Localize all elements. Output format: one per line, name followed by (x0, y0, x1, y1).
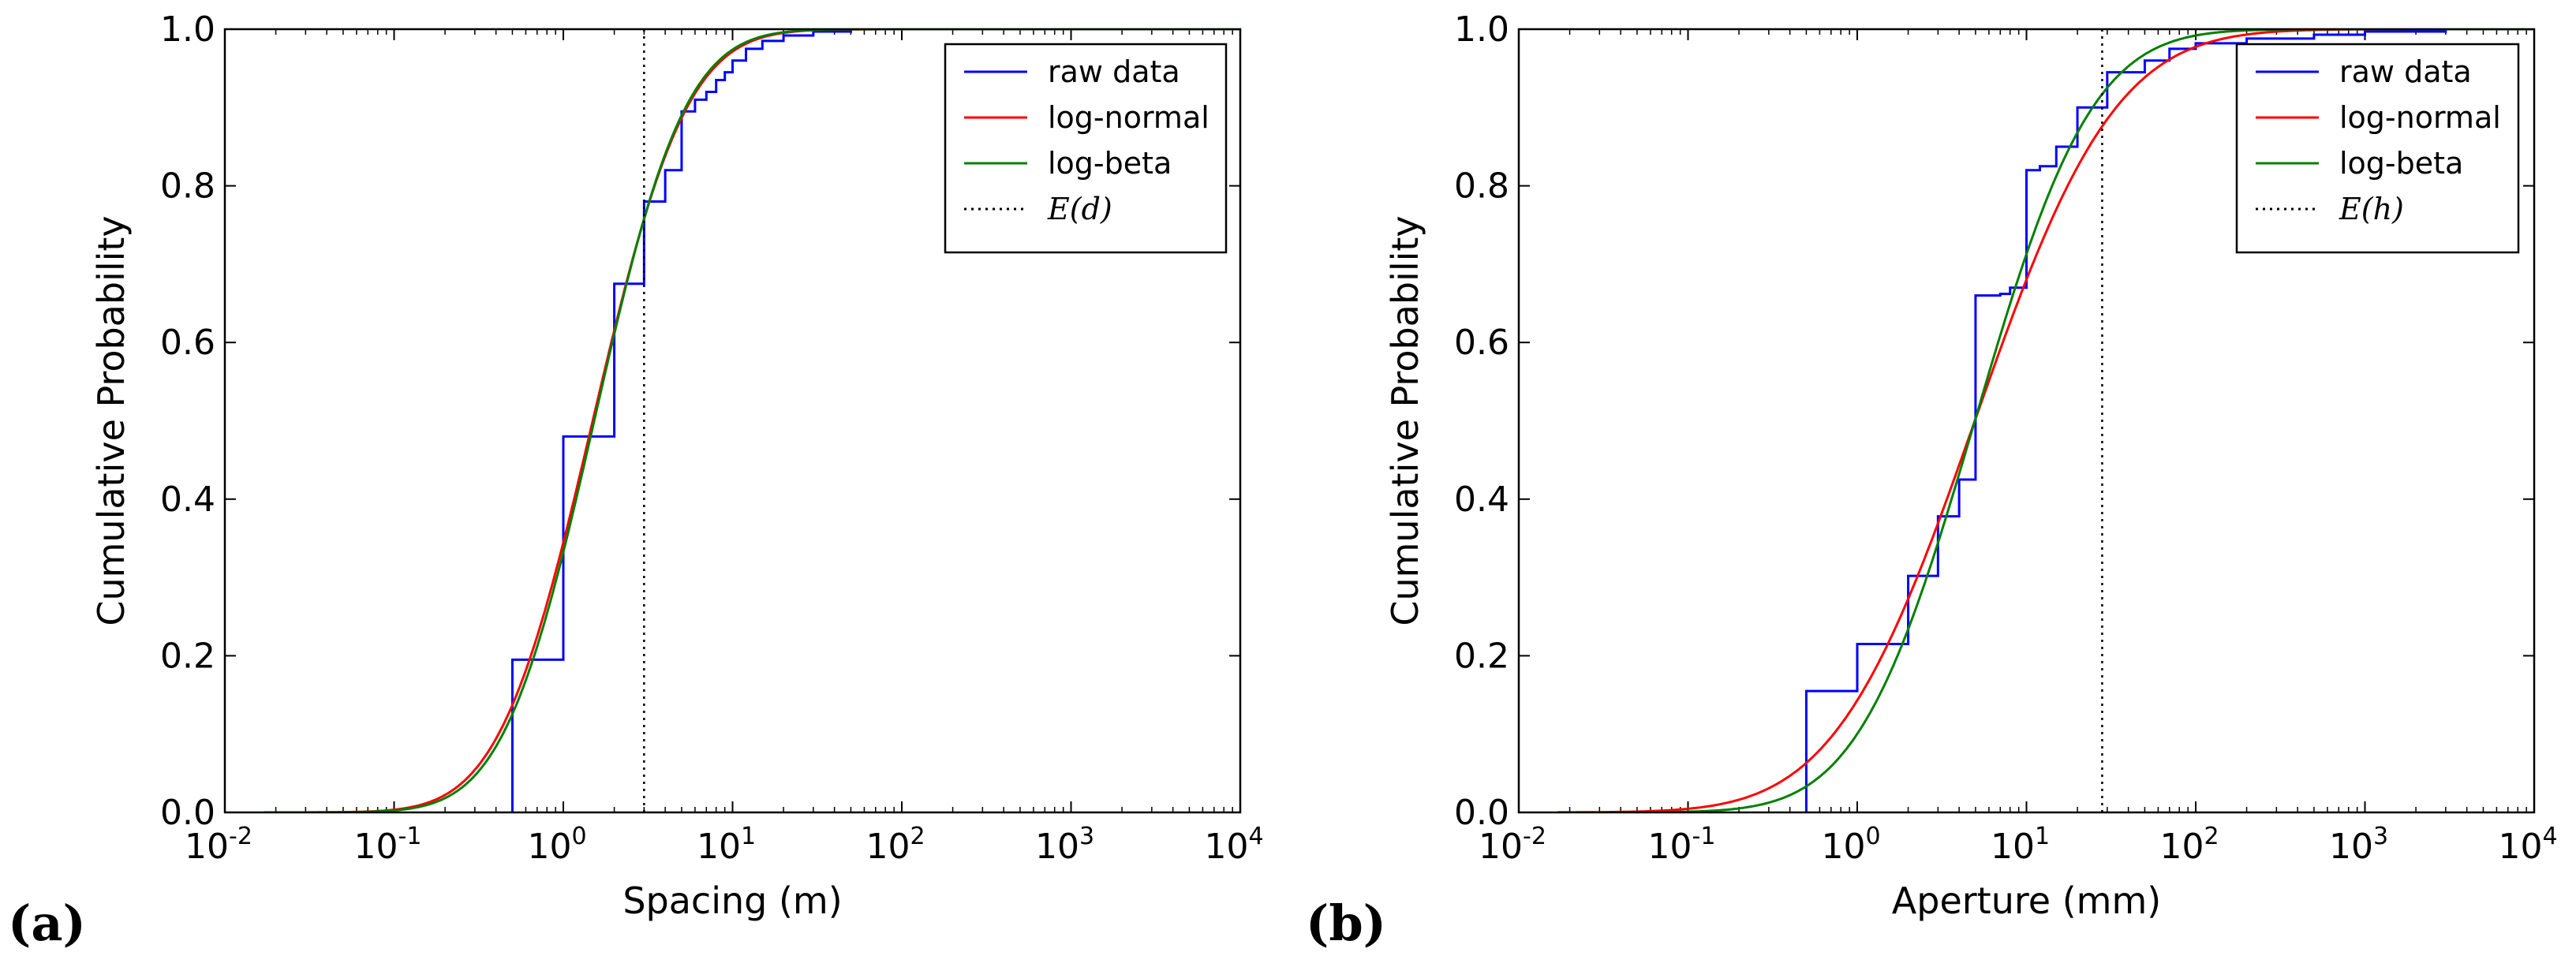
legend: raw data log-normal log-beta E(h) (2235, 43, 2520, 254)
series-log-beta (1557, 29, 2534, 812)
x-tick-label: 104 (2498, 823, 2557, 867)
legend-label: log-normal (2339, 100, 2501, 135)
plot-area (264, 29, 1240, 812)
panel-label: (b) (1306, 894, 1386, 952)
y-axis-label: Cumulative Probability (90, 215, 133, 625)
legend-box (2235, 43, 2520, 254)
chart-panel-b: 10-2 10-1 100 101 102 103 104 0.0 0.2 0.4 0.6 0.8 1.… (1306, 9, 2558, 952)
legend-label: E(d) (1047, 192, 1112, 226)
y-tick-label: 0.2 (1454, 636, 1509, 676)
y-tick-label: 0.6 (160, 323, 215, 363)
plot-frame (223, 28, 1242, 814)
legend-label: log-beta (2339, 146, 2463, 181)
x-tick-label: 10-1 (1648, 823, 1716, 867)
panel-label: (a) (8, 894, 86, 952)
series-log-beta (264, 29, 1240, 812)
plot-frame (1517, 28, 2536, 814)
series-log-normal (264, 29, 1240, 812)
y-tick-label: 1.0 (160, 9, 215, 50)
x-tick-label: 101 (697, 823, 756, 867)
legend-label: log-beta (1048, 146, 1172, 181)
x-tick-label: 102 (2159, 823, 2219, 867)
legend-box (944, 43, 1228, 254)
x-tick-label: 104 (1204, 823, 1263, 867)
x-tick-label: 100 (1821, 823, 1880, 867)
y-tick-label: 0.6 (1454, 323, 1509, 363)
legend-label: raw data (1048, 54, 1180, 89)
legend-label: log-normal (1048, 100, 1209, 135)
y-tick-label: 0.4 (160, 480, 215, 520)
y-tick-label: 0.2 (160, 636, 215, 676)
x-tick-label: 103 (1035, 823, 1094, 867)
x-axis-label: Aperture (mm) (1892, 879, 2161, 922)
legend-label: E(h) (2339, 192, 2404, 226)
legend-label: raw data (2339, 54, 2472, 89)
y-tick-label: 0.8 (1454, 166, 1509, 207)
x-tick-label: 10-2 (1479, 823, 1546, 867)
y-tick-label: 1.0 (1454, 9, 1509, 50)
chart-panel-a: 10-2 10-1 100 101 102 103 104 0.0 0.2 0.4 0.6 0.8 1.… (8, 9, 1264, 952)
x-tick-label: 102 (866, 823, 925, 867)
y-tick-label: 0.4 (1454, 480, 1509, 520)
x-tick-label: 10-1 (354, 823, 422, 867)
x-tick-label: 101 (1991, 823, 2050, 867)
x-tick-label: 100 (527, 823, 586, 867)
x-tick-label: 10-2 (185, 823, 252, 867)
y-axis-label: Cumulative Probability (1384, 215, 1426, 625)
y-tick-label: 0.0 (1454, 793, 1509, 833)
series-raw-data (510, 29, 852, 812)
y-tick-label: 0.0 (160, 793, 215, 833)
y-tick-label: 0.8 (160, 166, 215, 207)
legend: raw data log-normal log-beta E(d) (944, 43, 1228, 254)
x-axis-label: Spacing (m) (623, 879, 842, 922)
x-tick-label: 103 (2329, 823, 2388, 867)
